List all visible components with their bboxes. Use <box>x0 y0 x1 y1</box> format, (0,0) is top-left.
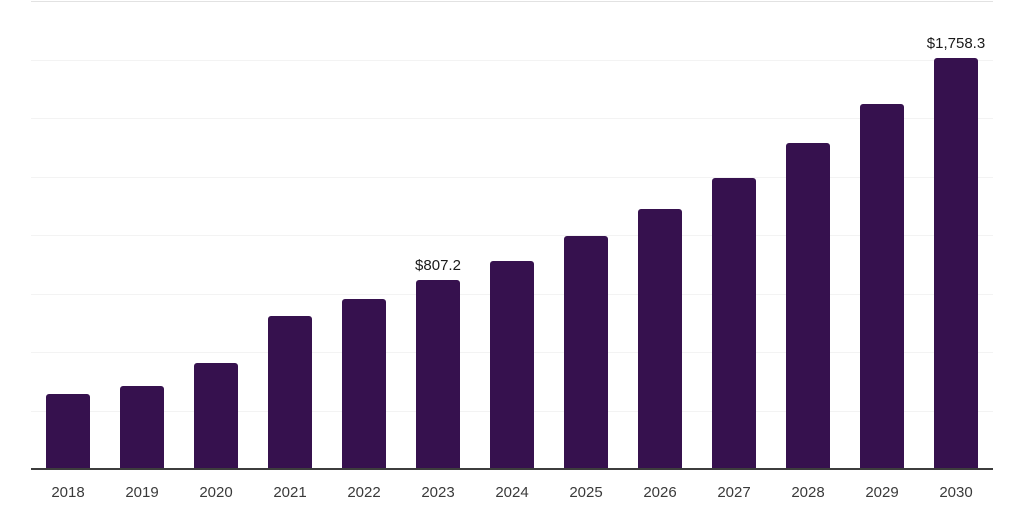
x-tick-label-2028: 2028 <box>791 484 825 501</box>
gridline <box>31 59 993 61</box>
x-tick-label-2018: 2018 <box>51 484 85 501</box>
bar-2021 <box>268 315 312 469</box>
top-gridline <box>31 1 993 2</box>
x-tick-label-2025: 2025 <box>569 484 603 501</box>
x-tick-label-2024: 2024 <box>495 484 529 501</box>
bar-slot-2022 <box>327 0 401 469</box>
bar-slot-2018 <box>31 0 105 469</box>
x-tick-label-2029: 2029 <box>865 484 899 501</box>
bar-slot-2024 <box>475 0 549 469</box>
bar-2022 <box>342 298 386 469</box>
bar-2026 <box>638 208 682 469</box>
x-tick-label-2020: 2020 <box>199 484 233 501</box>
bar-slot-2030: $1,758.3 <box>919 0 993 469</box>
bar-2030 <box>934 57 978 469</box>
bar-slot-2023: $807.2 <box>401 0 475 469</box>
x-tick-label-2027: 2027 <box>717 484 751 501</box>
bar-2029 <box>860 103 904 469</box>
x-tick-label-2019: 2019 <box>125 484 159 501</box>
bar-slot-2028 <box>771 0 845 469</box>
bar-2019 <box>120 385 164 469</box>
bar-2024 <box>490 260 534 469</box>
bar-slot-2027 <box>697 0 771 469</box>
bars-container: $807.2 $1,758.3 <box>31 0 993 469</box>
bar-2023 <box>416 280 460 469</box>
bar-2025 <box>564 235 608 469</box>
data-label-2030: $1,758.3 <box>926 34 986 52</box>
bar-2028 <box>786 143 830 469</box>
bar-2027 <box>712 178 756 469</box>
bar-2018 <box>46 393 90 469</box>
bar-slot-2020 <box>179 0 253 469</box>
plot-area: $807.2 $1,758.3 <box>31 0 993 470</box>
bar-slot-2026 <box>623 0 697 469</box>
x-axis-line <box>31 468 993 470</box>
gridline <box>31 118 993 119</box>
bar-slot-2019 <box>105 0 179 469</box>
x-tick-label-2030: 2030 <box>939 484 973 501</box>
bar-slot-2029 <box>845 0 919 469</box>
x-tick-label-2023: 2023 <box>421 484 455 501</box>
bar-slot-2021 <box>253 0 327 469</box>
data-label-2023: $807.2 <box>415 257 461 275</box>
x-axis-labels: 2018 2019 2020 2021 2022 2023 2024 2025 2026 2027… <box>31 484 993 501</box>
bar-2020 <box>194 363 238 469</box>
bar-slot-2025 <box>549 0 623 469</box>
x-tick-label-2022: 2022 <box>347 484 381 501</box>
x-tick-label-2026: 2026 <box>643 484 677 501</box>
x-tick-label-2021: 2021 <box>273 484 307 501</box>
gridline <box>31 176 993 178</box>
gridline <box>31 235 993 236</box>
